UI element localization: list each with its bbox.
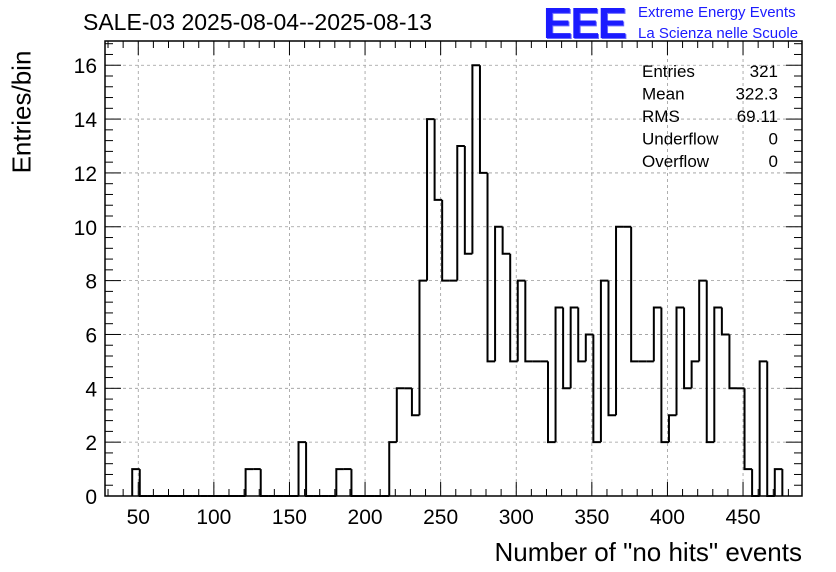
x-tick-label: 50 xyxy=(127,506,150,529)
x-tick-label: 300 xyxy=(499,506,534,529)
logo-line-2: La Scienza nelle Scuole xyxy=(638,25,799,42)
histogram-bin xyxy=(426,118,435,281)
histogram-bin xyxy=(138,469,148,497)
histogram-bin xyxy=(698,279,707,362)
histogram-bin xyxy=(683,307,692,390)
histogram-bin xyxy=(486,172,496,363)
grid-lines xyxy=(105,41,802,496)
histogram-bin xyxy=(599,279,609,443)
histogram-bin xyxy=(562,307,571,390)
histogram-bin xyxy=(569,306,579,389)
stat-value-rms: 69.11 xyxy=(737,107,778,126)
histogram-bin xyxy=(705,280,715,444)
x-tick-label: 200 xyxy=(348,506,383,529)
y-tick-label: 16 xyxy=(74,55,97,78)
histogram-bin xyxy=(305,442,314,497)
plot-frame xyxy=(104,40,803,497)
histogram-bin xyxy=(743,388,753,471)
histogram-bin xyxy=(471,64,480,254)
histogram-bin xyxy=(131,468,140,496)
y-tick-label: 14 xyxy=(74,109,98,132)
stat-label-mean: Mean xyxy=(642,85,685,104)
histogram-bin xyxy=(713,306,722,443)
stat-label-underflow: Underflow xyxy=(642,130,719,149)
y-tick-label: 10 xyxy=(74,217,97,240)
chart-title: SALE-03 2025-08-04--2025-08-13 xyxy=(83,9,433,35)
y-tick-label: 2 xyxy=(85,432,97,455)
histogram-bin xyxy=(456,145,465,281)
histogram-bin xyxy=(546,361,556,444)
histogram-bin xyxy=(463,146,473,255)
stat-value-underflow: 0 xyxy=(769,130,778,149)
y-tick-label: 0 xyxy=(85,486,97,509)
x-tick-label: 100 xyxy=(196,506,231,529)
y-axis-label: Entries/bin xyxy=(6,50,37,174)
x-tick-label: 400 xyxy=(650,506,685,529)
stat-value-mean: 322.3 xyxy=(735,85,778,104)
stat-label-entries: Entries xyxy=(642,62,695,81)
x-axis-label: Number of "no hits" events xyxy=(494,537,803,567)
stat-label-overflow: Overflow xyxy=(642,152,710,171)
histogram-bin xyxy=(509,253,518,363)
stat-label-rms: RMS xyxy=(642,107,680,126)
histogram-bin xyxy=(516,279,526,362)
histogram-bin xyxy=(773,468,783,496)
stat-value-overflow: 0 xyxy=(769,152,778,171)
histogram-bin xyxy=(660,307,669,444)
y-tick-label: 4 xyxy=(85,378,97,401)
histogram-bin xyxy=(410,388,420,417)
histogram-bin xyxy=(758,360,768,496)
histogram-bin xyxy=(524,280,533,363)
histogram-bin xyxy=(728,334,737,390)
histogram-bin xyxy=(652,306,662,362)
histogram-bin xyxy=(630,226,639,363)
eee-logo-icon: EEE xyxy=(543,0,627,48)
histogram-bin xyxy=(584,333,594,362)
histogram-bin xyxy=(577,307,586,363)
histogram-bin xyxy=(615,225,624,416)
histogram-bin xyxy=(350,469,360,497)
histogram-bin xyxy=(478,65,488,174)
histogram-bin xyxy=(395,387,405,443)
histogram-bin xyxy=(388,441,397,496)
histogram-bin xyxy=(259,469,269,497)
histogram-bin xyxy=(418,279,428,416)
histogram-bin xyxy=(592,334,601,444)
x-tick-label: 250 xyxy=(423,506,458,529)
axis-ticks: 50 100 150 200 250 300 350 400 450 0 2 4 6 8 10 12 14 16 xyxy=(74,41,802,529)
histogram-bin xyxy=(675,306,685,416)
histogram-bin xyxy=(554,306,564,443)
y-tick-label: 12 xyxy=(74,163,97,186)
histogram-bin xyxy=(441,199,450,282)
stats-box: Entries 321 Mean 322.3 RMS 69.11 Underflow 0 Ove… xyxy=(642,62,778,171)
histogram-bin xyxy=(494,225,503,362)
logo-line-1: Extreme Energy Events xyxy=(638,4,796,21)
histogram-bin xyxy=(297,441,307,496)
histogram-bin xyxy=(501,226,511,255)
histogram-bin xyxy=(766,361,775,497)
histogram-bin xyxy=(433,119,443,201)
histogram-bin xyxy=(690,360,700,389)
histogram-bin xyxy=(667,414,677,443)
y-tick-label: 8 xyxy=(85,271,97,294)
x-tick-label: 150 xyxy=(272,506,307,529)
histogram-bin xyxy=(244,468,254,496)
histogram-bin xyxy=(720,307,730,336)
x-tick-label: 450 xyxy=(726,506,761,529)
y-tick-label: 6 xyxy=(85,324,97,347)
stat-value-entries: 321 xyxy=(750,62,778,81)
histogram-bin xyxy=(607,280,617,417)
x-tick-label: 350 xyxy=(574,506,609,529)
histogram-bin xyxy=(335,468,344,496)
